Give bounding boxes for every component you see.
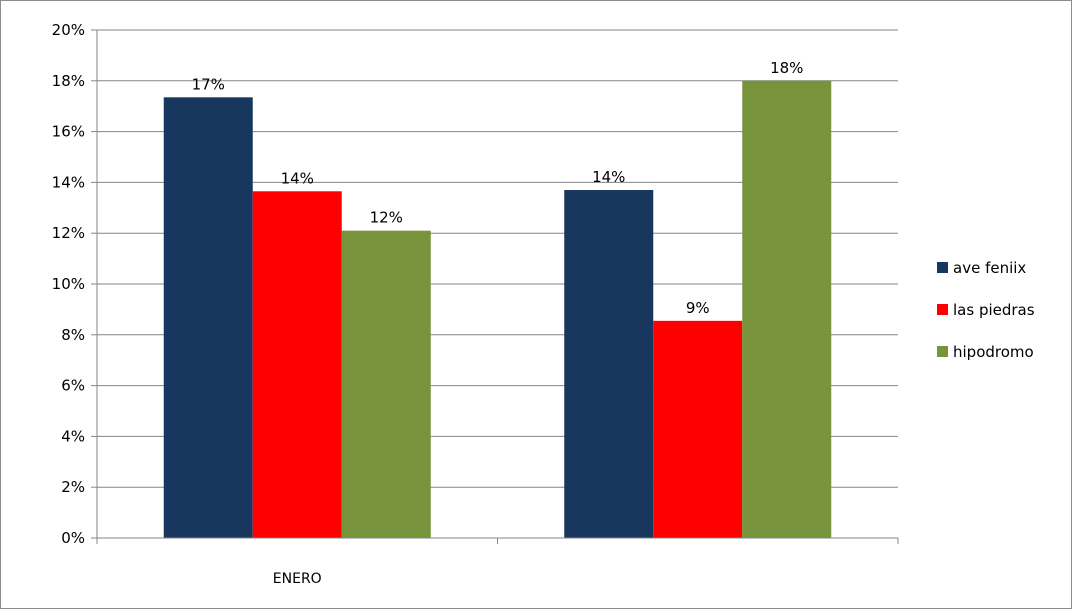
data-label: 14% [592,168,625,186]
y-tick-label: 12% [52,224,85,242]
y-tick-label: 8% [61,326,85,344]
y-tick-label: 16% [52,123,85,141]
bar [653,320,743,538]
data-labels: 17% 14% 12% 14% 9% 18% [192,59,804,317]
bar [163,97,253,538]
data-label: 18% [770,59,803,77]
category-labels: ENERO [273,571,322,587]
data-label: 17% [192,75,225,93]
legend-swatch [937,262,948,273]
data-label: 12% [370,209,403,227]
bar [564,190,654,538]
axes [91,29,899,544]
legend-label: hipodromo [953,343,1034,361]
bar [252,191,342,539]
y-tick-label: 2% [61,478,85,496]
category-label: ENERO [273,571,322,587]
y-tick-label: 0% [61,529,85,547]
y-tick-label: 10% [52,275,85,293]
y-tick-label: 20% [52,21,85,39]
bar [341,230,431,538]
legend-swatch [937,304,948,315]
legend: ave feniix las piedras hipodromo [937,259,1035,361]
legend-swatch [937,346,948,357]
y-tick-label: 4% [61,427,85,445]
legend-label: ave feniix [953,259,1026,277]
data-label: 14% [281,169,314,187]
bars [163,80,832,539]
bar [742,80,832,539]
y-tick-label: 18% [52,72,85,90]
y-tick-label: 6% [61,377,85,395]
y-tick-labels: 0% 2% 4% 6% 8% 10% 12% 14% 16% 18% 20% [52,21,85,547]
legend-label: las piedras [953,301,1035,319]
y-tick-label: 14% [52,173,85,191]
data-label: 9% [686,299,710,317]
